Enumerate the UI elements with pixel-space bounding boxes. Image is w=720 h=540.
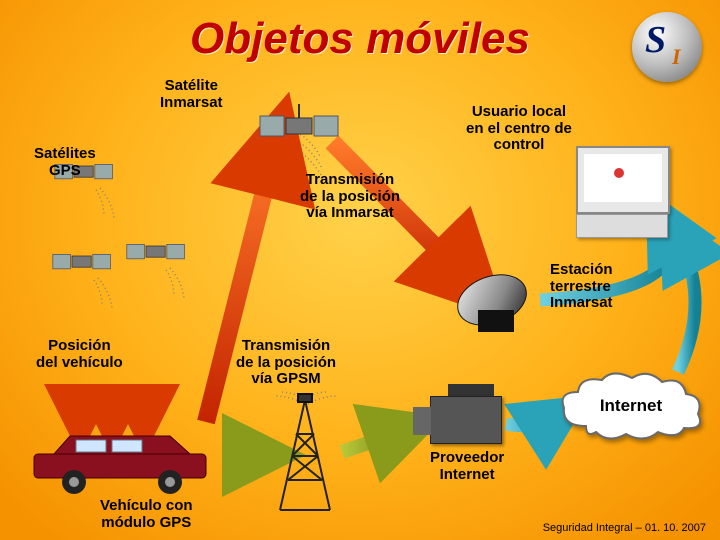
gps-satellite-icon — [53, 164, 185, 268]
footer-text: Seguridad Integral – 01. 10. 2007 — [543, 522, 706, 534]
vehicle-icon — [34, 436, 206, 494]
label-pos-vehicle: Posición del vehículo — [36, 338, 123, 371]
label-sat-gps: Satélites GPS — [34, 146, 96, 179]
label-sat-inmarsat: Satélite Inmarsat — [160, 78, 223, 111]
inmarsat-satellite-icon — [260, 104, 338, 136]
cell-tower-icon — [280, 394, 330, 510]
label-isp: Proveedor Internet — [430, 450, 504, 483]
control-monitor-icon — [576, 146, 670, 214]
isp-roof-icon — [448, 384, 494, 396]
label-user-local: Usuario local en el centro de control — [466, 104, 572, 154]
label-tx-gpsm: Transmisión de la posición vía GPSM — [236, 338, 336, 388]
ground-station-icon — [452, 276, 542, 336]
internet-label: Internet — [556, 396, 706, 416]
label-vehicle-gps: Vehículo con módulo GPS — [100, 498, 193, 531]
control-keyboard-icon — [576, 214, 668, 238]
label-tx-inmarsat: Transmisión de la posición vía Inmarsat — [300, 172, 400, 222]
isp-building-icon — [430, 396, 502, 444]
label-ground-station: Estación terrestre Inmarsat — [550, 262, 613, 312]
map-marker-icon — [614, 168, 624, 178]
internet-cloud: Internet — [556, 370, 706, 444]
